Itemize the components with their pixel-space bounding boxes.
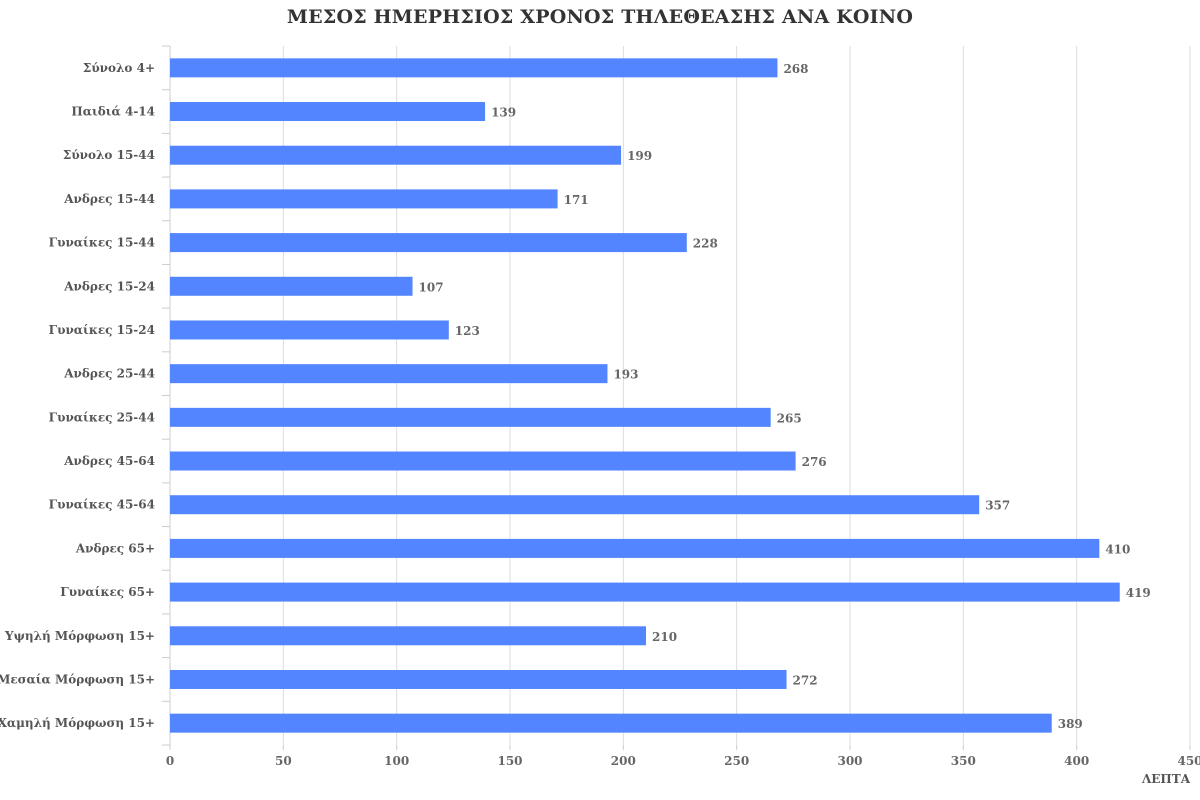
y-category-label: Ανδρες 45-64 [63, 454, 155, 468]
x-axis-title: ΛΕΠΤΑ [1141, 772, 1191, 786]
y-category-label: Χαμηλή Μόρφωση 15+ [0, 716, 155, 730]
y-category-label: Γυναίκες 25-44 [49, 410, 155, 424]
bar [170, 582, 1120, 602]
bar-value-label: 268 [783, 62, 808, 76]
bar [170, 102, 486, 122]
bar-value-label: 139 [491, 106, 516, 120]
bar [170, 669, 787, 689]
bar [170, 538, 1100, 558]
bar [170, 626, 646, 646]
y-category-label: Ανδρες 25-44 [63, 367, 155, 381]
bar-value-label: 210 [652, 630, 677, 644]
bar [170, 320, 449, 340]
y-category-label: Γυναίκες 65+ [60, 585, 155, 599]
x-tick-label: 250 [724, 754, 749, 768]
bar [170, 451, 796, 471]
y-category-label: Παιδιά 4-14 [71, 105, 155, 119]
x-tick-label: 300 [837, 754, 862, 768]
bar-value-label: 410 [1105, 542, 1130, 556]
bar-value-label: 265 [777, 411, 802, 425]
bar-value-label: 389 [1058, 717, 1083, 731]
x-tick-label: 450 [1177, 754, 1200, 768]
y-category-label: Σύνολο 4+ [83, 61, 155, 75]
x-tick-label: 200 [611, 754, 636, 768]
x-tick-label: 150 [497, 754, 522, 768]
bar-layer [170, 58, 1120, 733]
y-category-label: Γυναίκες 15-44 [49, 236, 155, 250]
bar-value-label: 193 [613, 368, 638, 382]
y-category-label: Γυναίκες 45-64 [49, 498, 155, 512]
bar [170, 233, 687, 253]
bar [170, 58, 778, 78]
bar [170, 145, 622, 165]
bar [170, 407, 771, 427]
y-category-label: Σύνολο 15-44 [63, 148, 155, 162]
x-tick-label: 50 [275, 754, 292, 768]
label-layer: Σύνολο 4+ 268 Παιδιά 4-14 139 Σύνολο 15-44 19… [0, 61, 1151, 731]
bar [170, 495, 980, 515]
bar-value-label: 419 [1126, 586, 1151, 600]
bar [170, 189, 558, 209]
y-category-label: Γυναίκες 15-24 [49, 323, 155, 337]
bar-value-label: 272 [793, 673, 818, 687]
bar [170, 713, 1052, 733]
x-tick-label: 100 [384, 754, 409, 768]
y-category-label: Ανδρες 65+ [75, 541, 155, 555]
y-category-label: Ανδρες 15-44 [63, 192, 155, 206]
axis-layer: 0 50 100 150 200 250 300 350 400 450 [162, 45, 1200, 768]
bar [170, 364, 608, 384]
bar-value-label: 171 [564, 193, 589, 207]
bar-value-label: 199 [627, 149, 652, 163]
bar-value-label: 357 [985, 499, 1010, 513]
y-category-label: Ανδρες 15-24 [63, 279, 155, 293]
x-tick-label: 400 [1064, 754, 1089, 768]
bar-value-label: 228 [693, 237, 718, 251]
bar-value-label: 107 [419, 280, 444, 294]
x-tick-label: 350 [951, 754, 976, 768]
bar-value-label: 276 [802, 455, 827, 469]
y-category-label: Μεσαία Μόρφωση 15+ [0, 672, 155, 686]
chart-title: ΜΕΣΟΣ ΗΜΕΡΗΣΙΟΣ ΧΡΟΝΟΣ ΤΗΛΕΘΕΑΣΗΣ ΑΝΑ ΚΟ… [286, 6, 914, 28]
x-tick-label: 0 [166, 754, 174, 768]
bar-value-label: 123 [455, 324, 480, 338]
y-category-label: Υψηλή Μόρφωση 15+ [4, 629, 155, 643]
bar [170, 276, 413, 296]
